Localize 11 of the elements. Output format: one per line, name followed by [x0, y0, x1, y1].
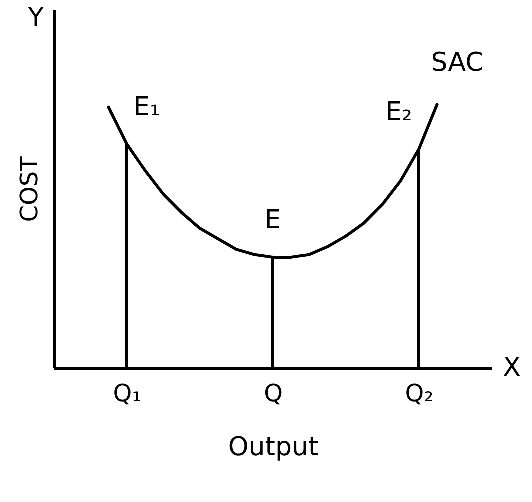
x-tick-label: Q — [264, 380, 283, 408]
annotation: E — [264, 205, 282, 236]
text: Y — [27, 3, 44, 33]
series-label: SAC — [431, 48, 484, 78]
y-axis-title: COST — [16, 156, 44, 222]
annotation: E₂ — [386, 98, 412, 128]
annotation: E₁ — [134, 92, 160, 122]
text: X — [503, 353, 521, 383]
x-tick-label: Q₁ — [113, 380, 142, 408]
x-axis-title: Output — [228, 432, 319, 462]
x-tick-label: Q₂ — [405, 380, 434, 408]
